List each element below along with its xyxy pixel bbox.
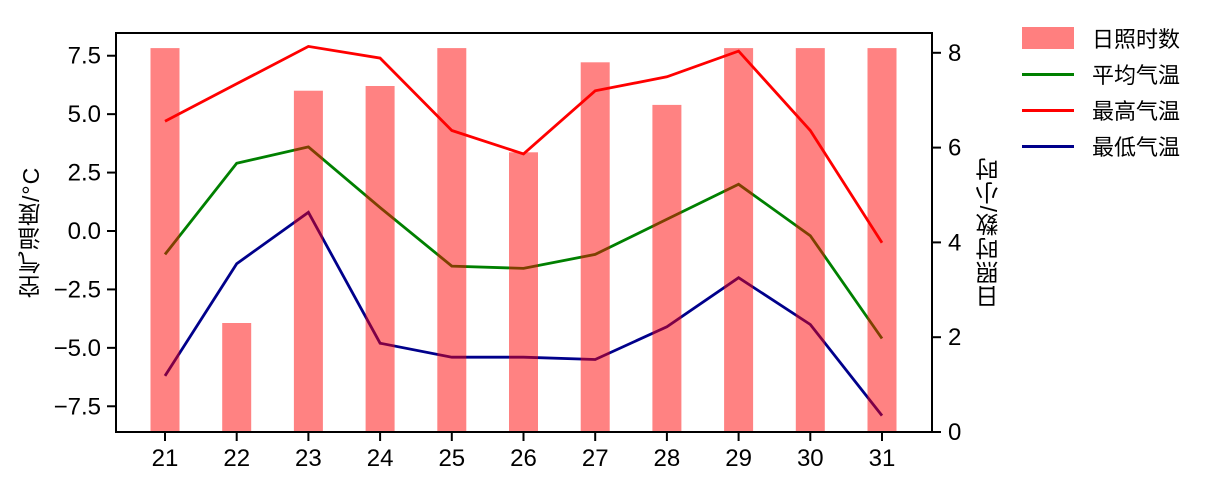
legend-patch-icon	[1022, 27, 1074, 49]
left-tick-label-0: 0.0	[68, 218, 101, 245]
x-tick-label-24: 24	[367, 445, 394, 472]
left-tick-label--7.5: −7.5	[54, 393, 101, 420]
bar-day-26	[509, 152, 538, 433]
bar-day-23	[293, 90, 323, 432]
bar-day-22	[222, 323, 252, 432]
left-axis-title: 空气温度/°C	[14, 33, 48, 432]
legend-line-icon	[1022, 144, 1074, 148]
right-tick-label-2: 2	[948, 324, 961, 351]
x-tick-label-21: 21	[152, 445, 179, 472]
x-tick-label-27: 27	[582, 445, 609, 472]
left-tick-label-7.5: 7.5	[68, 43, 101, 70]
bar-day-21	[150, 48, 180, 432]
x-tick-label-29: 29	[725, 445, 752, 472]
left-tick-label--2.5: −2.5	[54, 276, 101, 303]
x-tick-label-31: 31	[869, 445, 896, 472]
bar-day-24	[365, 86, 395, 432]
legend-label: 平均气温	[1092, 63, 1181, 88]
x-tick-label-30: 30	[797, 445, 824, 472]
bar-day-25	[437, 48, 467, 432]
left-axis-title-text: 空气温度/°C	[18, 166, 44, 299]
right-tick-label-4: 4	[948, 229, 961, 256]
legend-label: 最低气温	[1092, 135, 1181, 160]
legend-item-avg-temp: 平均气温	[1022, 60, 1180, 88]
bar-day-28	[652, 104, 682, 433]
bar-day-27	[580, 62, 610, 433]
left-tick-label--5: −5.0	[54, 335, 101, 362]
right-axis-title: 日照时数/小时	[972, 33, 1006, 432]
bar-day-31	[867, 48, 897, 432]
x-tick-label-28: 28	[654, 445, 681, 472]
bar-day-30	[795, 48, 825, 432]
legend: 日照时数 平均气温 最高气温 最低气温	[1022, 24, 1180, 160]
legend-item-sunshine-hours: 日照时数	[1022, 24, 1180, 52]
x-tick-label-25: 25	[438, 445, 465, 472]
legend-line-icon	[1022, 108, 1074, 112]
right-tick-label-6: 6	[948, 135, 961, 162]
right-tick-label-0: 0	[948, 419, 961, 446]
legend-item-max-temp: 最高气温	[1022, 96, 1180, 124]
right-axis-title-text: 日照时数/小时	[976, 156, 1002, 309]
x-tick-label-26: 26	[510, 445, 537, 472]
legend-label: 日照时数	[1092, 27, 1181, 52]
legend-line-icon	[1022, 72, 1074, 76]
line-max-temp	[164, 44, 884, 244]
left-tick-label-2.5: 2.5	[68, 160, 101, 187]
line-min-temp	[163, 210, 884, 417]
legend-item-min-temp: 最低气温	[1022, 132, 1180, 160]
left-tick-label-5: 5.0	[68, 101, 101, 128]
legend-label: 最高气温	[1092, 99, 1181, 124]
bar-day-29	[724, 48, 754, 432]
line-avg-temp	[163, 145, 884, 340]
x-tick-label-22: 22	[223, 445, 250, 472]
x-tick-label-23: 23	[295, 445, 322, 472]
right-tick-label-8: 8	[948, 40, 961, 67]
